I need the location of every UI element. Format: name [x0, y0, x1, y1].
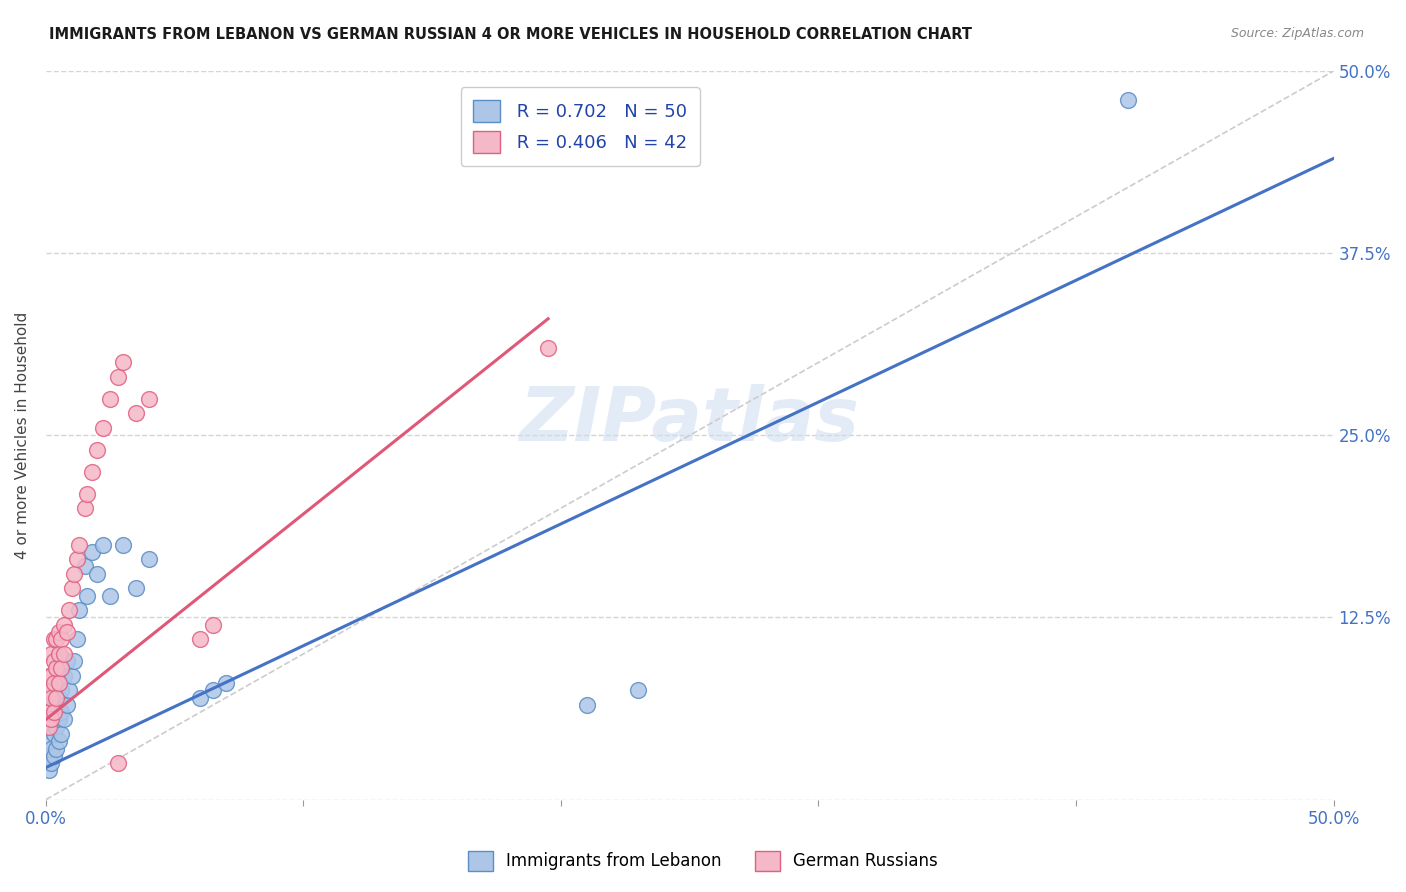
- Point: [69, 603, 91, 617]
- Point: [51, 683, 73, 698]
- Point: [39, 690, 62, 705]
- Point: [42, 748, 65, 763]
- Point: [39, 698, 62, 712]
- Point: [53, 668, 76, 682]
- Point: [51, 661, 73, 675]
- Point: [58, 603, 80, 617]
- Point: [66, 552, 89, 566]
- Point: [42, 676, 65, 690]
- Point: [38, 668, 60, 682]
- Point: [48, 647, 70, 661]
- Point: [38, 705, 60, 719]
- Point: [627, 683, 650, 698]
- Point: [38, 764, 60, 778]
- Point: [76, 486, 98, 500]
- Point: [48, 712, 70, 726]
- Text: IMMIGRANTS FROM LEBANON VS GERMAN RUSSIAN 4 OR MORE VEHICLES IN HOUSEHOLD CORREL: IMMIGRANTS FROM LEBANON VS GERMAN RUSSIA…: [49, 27, 972, 42]
- Point: [51, 632, 73, 647]
- Point: [98, 589, 121, 603]
- Point: [45, 661, 67, 675]
- Point: [73, 501, 96, 516]
- Point: [45, 720, 67, 734]
- Point: [82, 465, 104, 479]
- Y-axis label: 4 or more Vehicles in Household: 4 or more Vehicles in Household: [15, 311, 30, 559]
- Point: [86, 566, 108, 581]
- Point: [112, 355, 135, 369]
- Point: [39, 647, 62, 661]
- Point: [63, 654, 86, 668]
- Point: [76, 589, 98, 603]
- Point: [55, 624, 77, 639]
- Point: [39, 668, 62, 682]
- Point: [51, 705, 73, 719]
- Point: [48, 690, 70, 705]
- Point: [190, 632, 212, 647]
- Point: [202, 617, 225, 632]
- Text: ZIPatlas: ZIPatlas: [520, 384, 859, 458]
- Point: [125, 406, 148, 420]
- Point: [48, 676, 70, 690]
- Point: [60, 581, 83, 595]
- Point: [55, 698, 77, 712]
- Point: [107, 370, 129, 384]
- Point: [91, 421, 114, 435]
- Point: [1116, 93, 1139, 107]
- Point: [38, 683, 60, 698]
- Point: [190, 690, 212, 705]
- Point: [91, 537, 114, 551]
- Point: [202, 683, 225, 698]
- Point: [48, 647, 70, 661]
- Point: [42, 690, 65, 705]
- Point: [38, 705, 60, 719]
- Point: [45, 661, 67, 675]
- Point: [42, 676, 65, 690]
- Point: [45, 632, 67, 647]
- Point: [42, 705, 65, 719]
- Point: [39, 741, 62, 756]
- Point: [215, 676, 238, 690]
- Point: [82, 545, 104, 559]
- Point: [138, 392, 160, 406]
- Point: [98, 392, 121, 406]
- Point: [42, 727, 65, 741]
- Point: [112, 537, 135, 551]
- Point: [60, 668, 83, 682]
- Point: [48, 734, 70, 748]
- Point: [73, 559, 96, 574]
- Point: [63, 566, 86, 581]
- Point: [51, 727, 73, 741]
- Point: [69, 537, 91, 551]
- Point: [53, 617, 76, 632]
- Point: [42, 632, 65, 647]
- Point: [66, 632, 89, 647]
- Point: [45, 698, 67, 712]
- Point: [38, 748, 60, 763]
- Point: [42, 712, 65, 726]
- Point: [58, 683, 80, 698]
- Legend: Immigrants from Lebanon, German Russians: Immigrants from Lebanon, German Russians: [460, 842, 946, 880]
- Point: [45, 690, 67, 705]
- Point: [86, 442, 108, 457]
- Point: [53, 712, 76, 726]
- Point: [39, 720, 62, 734]
- Point: [38, 734, 60, 748]
- Point: [537, 341, 560, 355]
- Point: [48, 668, 70, 682]
- Point: [575, 698, 598, 712]
- Point: [107, 756, 129, 770]
- Point: [45, 741, 67, 756]
- Point: [39, 756, 62, 770]
- Text: Source: ZipAtlas.com: Source: ZipAtlas.com: [1230, 27, 1364, 40]
- Point: [53, 647, 76, 661]
- Point: [38, 720, 60, 734]
- Point: [48, 624, 70, 639]
- Point: [39, 712, 62, 726]
- Legend:  R = 0.702   N = 50,  R = 0.406   N = 42: R = 0.702 N = 50, R = 0.406 N = 42: [461, 87, 700, 166]
- Point: [125, 581, 148, 595]
- Point: [42, 654, 65, 668]
- Point: [55, 654, 77, 668]
- Point: [138, 552, 160, 566]
- Point: [39, 683, 62, 698]
